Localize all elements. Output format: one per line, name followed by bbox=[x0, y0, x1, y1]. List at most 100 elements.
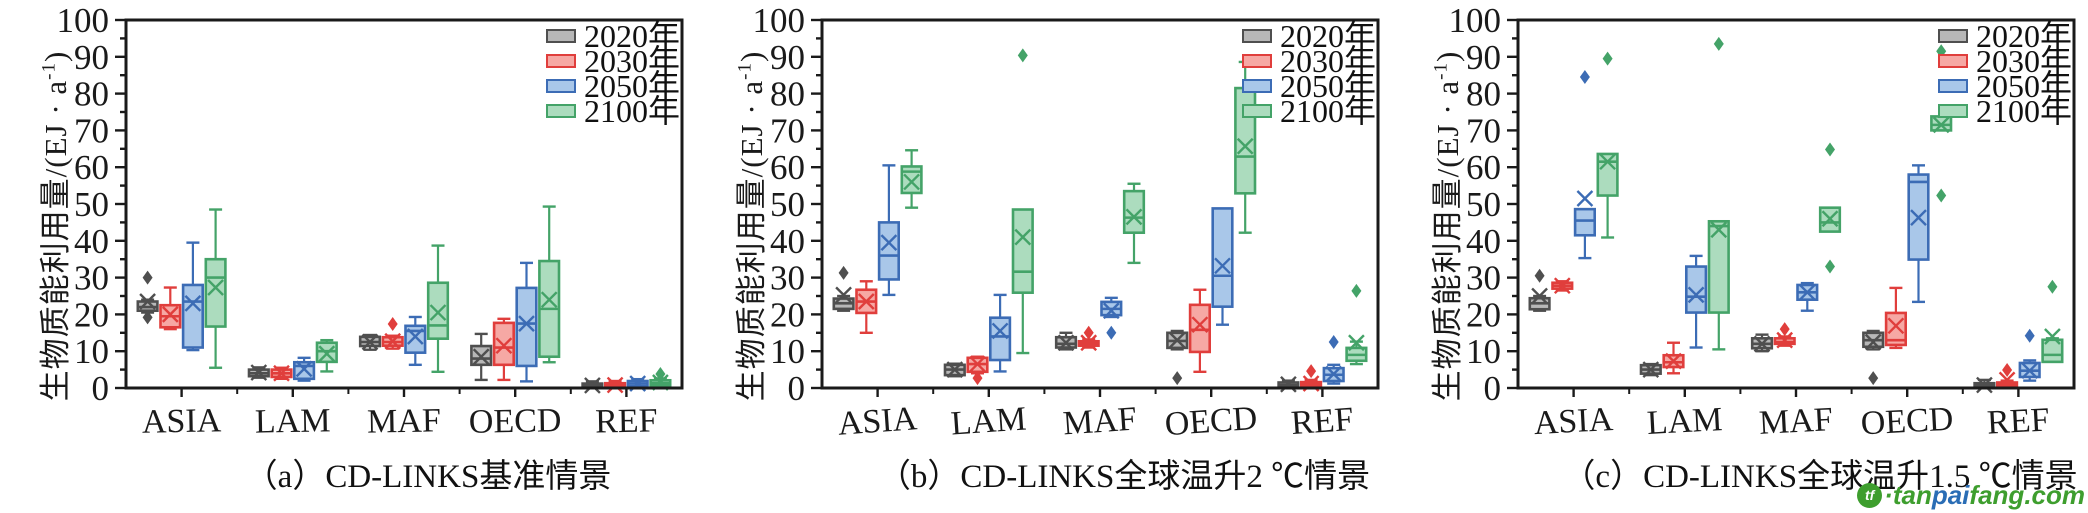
mean-x-marker bbox=[139, 293, 156, 310]
mean-x-marker bbox=[1057, 334, 1075, 352]
y-tick-label-60: 60 bbox=[770, 148, 805, 187]
legend-swatch-2020 bbox=[546, 28, 576, 43]
legend-item-2050: 2050年 bbox=[546, 70, 680, 102]
y-tick-label-100: 100 bbox=[753, 1, 806, 40]
mean-x-marker bbox=[1168, 331, 1186, 349]
iqr-box bbox=[1707, 219, 1730, 314]
y-tick-label-80: 80 bbox=[74, 75, 109, 114]
box-c-MAF-2050年 bbox=[1796, 281, 1819, 312]
y-tick-label-0: 0 bbox=[92, 369, 110, 408]
y-axis-label-close: ) bbox=[1430, 50, 1465, 62]
legend-swatch-2030 bbox=[1938, 53, 1968, 68]
caption-c: （c）CD-LINKS全球温升1.5 ℃情景 bbox=[1562, 459, 2078, 495]
box-b-LAM-2020年 bbox=[943, 361, 966, 378]
mean-x-marker bbox=[2044, 328, 2061, 345]
legend-item-2100: 2100年 bbox=[1938, 95, 2072, 127]
iqr-box bbox=[1122, 189, 1146, 235]
mean-x-marker bbox=[384, 332, 402, 350]
box-c-LAM-2030年 bbox=[1662, 341, 1685, 375]
mean-x-marker bbox=[1887, 317, 1905, 335]
box-c-LAM-2050年 bbox=[1684, 254, 1708, 349]
mean-x-marker bbox=[1348, 334, 1365, 352]
y-tick-label-100: 100 bbox=[57, 1, 110, 40]
box-c-REF-2030年 bbox=[1995, 362, 2019, 389]
y-tick-label-10: 10 bbox=[74, 332, 109, 371]
mean-x-marker bbox=[1821, 210, 1839, 228]
outlier-diamond bbox=[1713, 36, 1724, 51]
y-tick-label-50: 50 bbox=[770, 185, 805, 224]
y-tick-label-0: 0 bbox=[788, 369, 806, 408]
y-axis-label-text: 生物质能利用量/(EJ · a bbox=[38, 79, 73, 402]
outlier-diamond bbox=[1779, 322, 1790, 337]
y-tick-label-20: 20 bbox=[770, 295, 805, 334]
box-c-LAM-2100年 bbox=[1707, 36, 1730, 351]
mean-x-marker bbox=[295, 360, 313, 378]
box-a-MAF-2030年 bbox=[381, 316, 404, 350]
y-axis-label-sup: -1 bbox=[38, 61, 60, 80]
plot-border bbox=[1516, 18, 2076, 390]
legend-item-2020: 2020年 bbox=[1938, 20, 2072, 52]
mean-x-marker bbox=[584, 377, 601, 394]
panel-a: 0 10 20 30 40 50 60 70 80 90 100 ASIA LAM MAF OECD REF … bbox=[0, 0, 696, 513]
watermark-text-part-0: ·tan bbox=[1884, 480, 1932, 510]
y-tick-label-90: 90 bbox=[74, 38, 109, 77]
x-tick-label-REF: REF bbox=[1290, 401, 1355, 442]
box-b-ASIA-2100年 bbox=[900, 149, 923, 209]
mean-x-marker bbox=[273, 364, 290, 382]
iqr-box bbox=[1011, 208, 1034, 294]
box-b-REF-2050年 bbox=[1322, 335, 1345, 385]
box-a-MAF-2050年 bbox=[404, 315, 427, 367]
legend-item-2030: 2030年 bbox=[1242, 45, 1376, 77]
y-tick-label-10: 10 bbox=[770, 332, 805, 371]
watermark-tanpaifang: tf ·tan pai fang .com bbox=[1857, 482, 2085, 508]
legend-label-2030: 2030年 bbox=[1280, 42, 1377, 79]
box-c-OECD-2020年 bbox=[1862, 329, 1885, 386]
box-a-LAM-2100年 bbox=[315, 338, 338, 373]
box-c-ASIA-2050年 bbox=[1573, 70, 1597, 260]
mean-x-marker bbox=[495, 337, 513, 355]
box-c-ASIA-2020年 bbox=[1528, 268, 1551, 312]
box-a-ASIA-2050年 bbox=[181, 241, 205, 352]
iqr-box bbox=[181, 283, 205, 349]
box-c-MAF-2020年 bbox=[1750, 333, 1774, 353]
legend-label-2100: 2100年 bbox=[584, 92, 681, 129]
outlier-diamond bbox=[1017, 48, 1028, 63]
y-axis-label-close: ) bbox=[734, 50, 769, 62]
legend-item-2050: 2050年 bbox=[1242, 70, 1376, 102]
box-b-MAF-2050年 bbox=[1100, 296, 1123, 340]
mean-x-marker bbox=[1125, 208, 1143, 226]
outlier-diamond bbox=[1083, 325, 1094, 340]
y-axis-label-text: 生物质能利用量/(EJ · a bbox=[1430, 79, 1465, 402]
x-tick-label-ASIA: ASIA bbox=[142, 402, 222, 440]
x-tick-label-LAM: LAM bbox=[1646, 401, 1723, 442]
mean-x-marker bbox=[1325, 365, 1343, 383]
mean-x-marker bbox=[161, 306, 179, 323]
box-b-LAM-2100年 bbox=[1011, 48, 1034, 355]
panel-c: 0 10 20 30 40 50 60 70 80 90 100 ASIA LAM MAF OECD REF … bbox=[1392, 0, 2088, 513]
mean-x-marker bbox=[1531, 287, 1548, 305]
box-c-OECD-2100年 bbox=[1930, 44, 1953, 203]
mean-x-marker bbox=[1642, 361, 1660, 378]
iqr-box bbox=[1188, 303, 1212, 354]
y-axis-label-sup: -1 bbox=[1430, 61, 1452, 80]
box-a-OECD-2020年 bbox=[470, 332, 493, 382]
panel-b: 0 10 20 30 40 50 60 70 80 90 100 ASIA LAM MAF OECD REF … bbox=[696, 0, 1392, 513]
mean-x-marker bbox=[429, 304, 447, 321]
legend-item-2100: 2100年 bbox=[546, 95, 680, 127]
mean-x-marker bbox=[518, 315, 535, 332]
legend-item-2100: 2100年 bbox=[1242, 95, 1376, 127]
x-tick-label-OECD: OECD bbox=[469, 402, 562, 441]
outlier-diamond bbox=[1172, 371, 1183, 386]
box-a-ASIA-2020年 bbox=[136, 270, 159, 325]
legend-label-2100: 2100年 bbox=[1280, 92, 1377, 129]
box-c-REF-2050年 bbox=[2018, 328, 2041, 382]
plot-border bbox=[124, 18, 684, 390]
box-a-OECD-2030年 bbox=[492, 317, 516, 382]
legend: 2020年 2030年 2050年 2100年 bbox=[1938, 20, 2072, 127]
legend-item-2020: 2020年 bbox=[546, 20, 680, 52]
box-c-OECD-2030年 bbox=[1884, 286, 1908, 350]
box-a-REF-2030年 bbox=[603, 376, 627, 394]
mean-x-marker bbox=[184, 295, 202, 312]
plot-border bbox=[820, 18, 1380, 390]
